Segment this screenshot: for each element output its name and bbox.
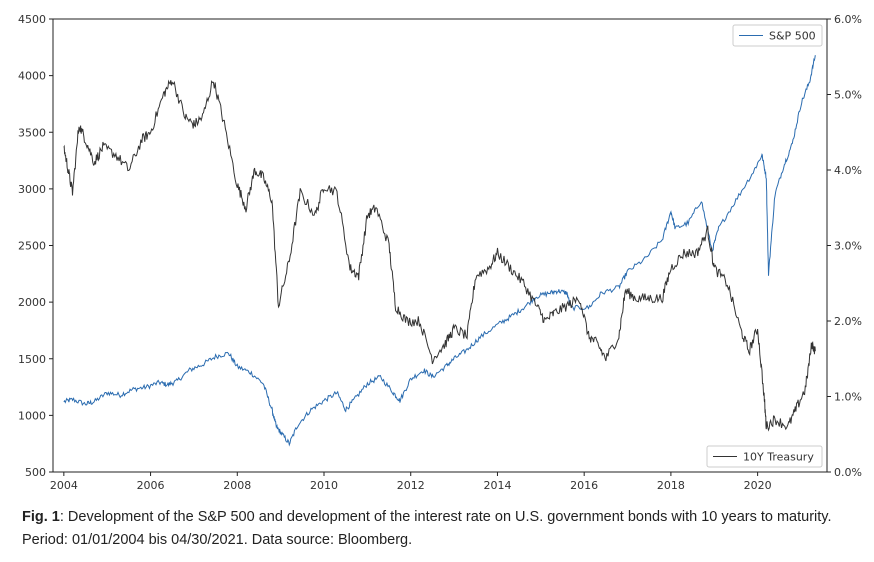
right-axis-ticks: 0.0% 1.0% 2.0% 3.0% 4.0% 5.0% 6.0% xyxy=(827,13,862,479)
right-tick-label: 5.0% xyxy=(834,89,862,102)
left-tick-label: 2000 xyxy=(18,296,46,309)
left-tick-label: 4500 xyxy=(18,13,46,26)
x-tick-label: 2018 xyxy=(657,479,685,492)
x-tick-label: 2016 xyxy=(570,479,598,492)
x-tick-label: 2008 xyxy=(223,479,251,492)
right-tick-label: 3.0% xyxy=(834,240,862,253)
left-tick-label: 2500 xyxy=(18,240,46,253)
series-line-sp500 xyxy=(63,55,816,447)
legend-box xyxy=(706,445,823,468)
right-tick-label: 0.0% xyxy=(834,466,862,479)
legend-box xyxy=(732,24,823,47)
x-axis-ticks: 2004 2006 2008 2010 2012 2014 2016 2018 2020 xyxy=(50,472,772,492)
left-tick-label: 3500 xyxy=(18,126,46,139)
legend-10y-treasury: 10Y Treasury xyxy=(706,445,823,468)
figure-label: Fig. 1 xyxy=(22,509,60,525)
x-tick-label: 2020 xyxy=(744,479,772,492)
x-tick-label: 2012 xyxy=(397,479,425,492)
figure-caption-text: : Development of the S&P 500 and develop… xyxy=(22,509,832,548)
x-tick-label: 2010 xyxy=(310,479,338,492)
legend-label: S&P 500 xyxy=(769,30,816,43)
series-line-10y-treasury xyxy=(63,79,816,432)
left-tick-label: 4000 xyxy=(18,70,46,83)
figure-caption: Fig. 1: Development of the S&P 500 and d… xyxy=(22,506,872,552)
left-tick-label: 1500 xyxy=(18,353,46,366)
right-tick-label: 1.0% xyxy=(834,391,862,404)
right-tick-label: 4.0% xyxy=(834,164,862,177)
legend-label: 10Y Treasury xyxy=(743,451,814,464)
x-tick-label: 2006 xyxy=(137,479,165,492)
legend-sp500: S&P 500 xyxy=(732,24,823,47)
x-tick-label: 2004 xyxy=(50,479,78,492)
right-tick-label: 6.0% xyxy=(834,13,862,26)
chart: 500 1000 1500 2000 2500 3000 3500 4000 4500 0.0%… xyxy=(18,13,862,492)
left-tick-label: 1000 xyxy=(18,409,46,422)
left-tick-label: 3000 xyxy=(18,183,46,196)
right-tick-label: 2.0% xyxy=(834,315,862,328)
left-tick-label: 500 xyxy=(25,466,46,479)
x-tick-label: 2014 xyxy=(483,479,511,492)
left-axis-ticks: 500 1000 1500 2000 2500 3000 3500 4000 4500 xyxy=(18,13,53,479)
